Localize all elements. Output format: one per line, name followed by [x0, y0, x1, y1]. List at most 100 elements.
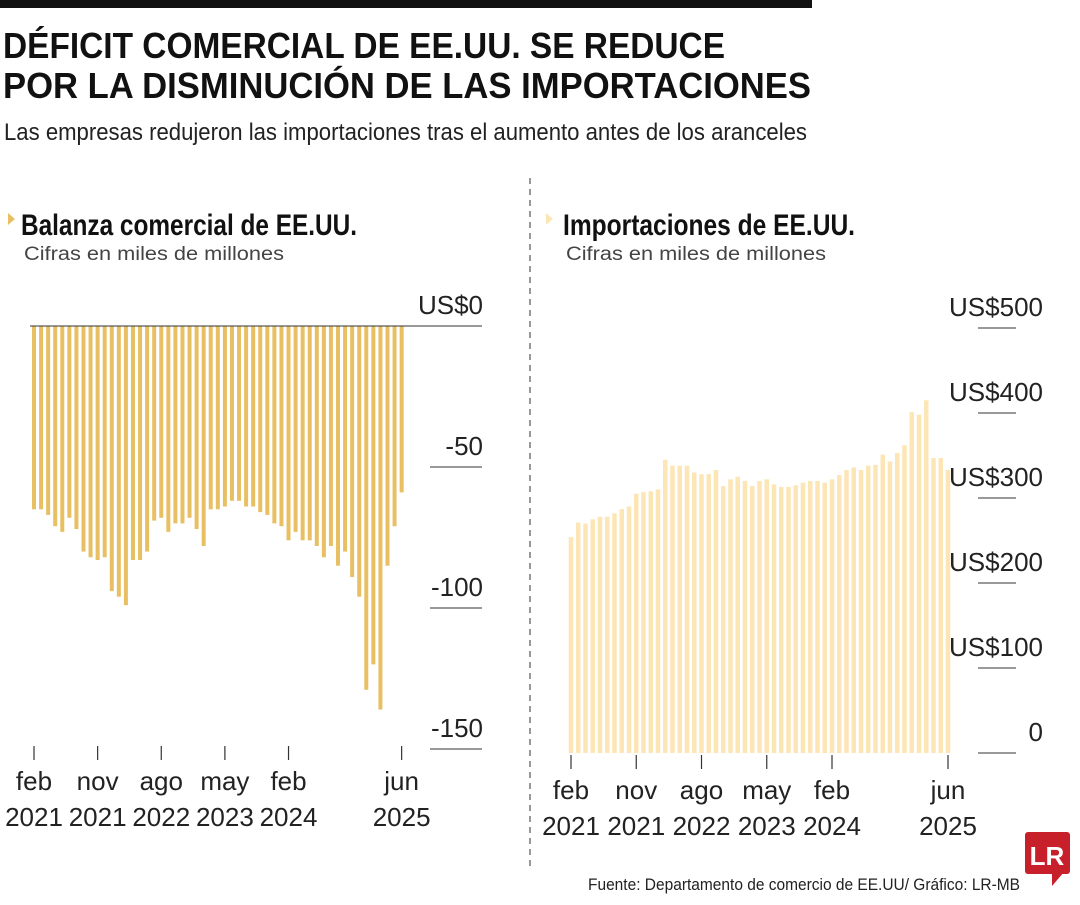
x-tick-month: ago: [140, 766, 183, 796]
bar: [721, 486, 726, 753]
y-tick-label: US$200: [949, 547, 1043, 577]
source-note: Fuente: Departamento de comercio de EE.U…: [588, 875, 1020, 894]
bar: [692, 472, 697, 753]
bar: [612, 513, 617, 753]
logo-text: LR: [1030, 841, 1065, 871]
bar: [293, 326, 298, 532]
bullet-triangle-icon: [8, 213, 15, 225]
x-tick-month: feb: [553, 775, 589, 805]
bar: [916, 414, 922, 753]
bar: [909, 412, 914, 753]
bar: [837, 475, 842, 753]
y-tick-label: 0: [1029, 717, 1043, 747]
bar: [399, 326, 404, 493]
x-tick-year: 2022: [132, 802, 190, 832]
bar: [350, 326, 355, 577]
bar: [321, 326, 326, 558]
x-tick-year: 2021: [69, 802, 127, 832]
right-chart-title: Importaciones de EE.UU.: [563, 209, 855, 242]
bar: [244, 326, 249, 507]
bar: [699, 474, 704, 753]
bar: [931, 458, 936, 753]
bar: [39, 326, 44, 510]
bar: [728, 479, 733, 753]
bar: [750, 486, 755, 753]
bar: [583, 523, 588, 753]
bar: [95, 326, 100, 561]
bar: [670, 465, 675, 753]
bar: [152, 326, 157, 521]
bar: [385, 326, 390, 566]
bar: [815, 481, 820, 753]
bar: [902, 445, 907, 753]
bar: [735, 476, 740, 753]
x-tick-year: 2024: [803, 811, 861, 841]
bar: [123, 326, 128, 606]
y-tick-label: US$400: [949, 377, 1043, 407]
right-chart-unit: Cifras en miles de millones: [566, 244, 826, 265]
bar: [786, 486, 791, 753]
bar: [779, 486, 784, 753]
x-tick-year: 2021: [542, 811, 600, 841]
bar: [844, 469, 849, 753]
title-line-1: DÉFICIT COMERCIAL DE EE.UU. SE REDUCE: [3, 25, 725, 66]
y-tick-label: -100: [431, 572, 483, 602]
y-tick-label: -50: [445, 431, 483, 461]
x-tick-month: feb: [270, 766, 306, 796]
subtitle: Las empresas redujeron las importaciones…: [4, 119, 807, 146]
bar: [590, 519, 595, 753]
bar: [201, 326, 206, 546]
left-chart-title: Balanza comercial de EE.UU.: [21, 209, 357, 242]
x-tick-month: ago: [680, 775, 723, 805]
bar: [684, 465, 690, 753]
bar: [880, 454, 885, 753]
bar: [808, 481, 813, 753]
bar: [180, 326, 185, 524]
bar: [371, 326, 376, 665]
x-tick-month: jun: [930, 775, 966, 805]
bar: [46, 326, 51, 515]
bar: [648, 491, 653, 753]
bar: [822, 482, 827, 753]
x-tick-year: 2021: [5, 802, 63, 832]
bar: [265, 326, 270, 515]
y-tick-label: US$500: [949, 292, 1043, 322]
bar: [641, 492, 646, 753]
bar: [619, 509, 624, 753]
bar: [166, 326, 171, 532]
bar: [237, 326, 242, 501]
bar: [764, 479, 769, 753]
bar: [130, 326, 135, 561]
bar: [194, 326, 199, 530]
bar: [328, 326, 333, 546]
x-tick-month: nov: [77, 766, 119, 796]
bar: [116, 326, 121, 597]
bar: [229, 326, 234, 501]
bar: [757, 481, 762, 753]
x-tick-year: 2023: [196, 802, 254, 832]
bar: [576, 522, 581, 753]
bar: [145, 326, 150, 552]
bar: [60, 326, 65, 532]
bar: [258, 326, 263, 513]
y-tick-label: US$100: [949, 632, 1043, 662]
bar: [74, 326, 79, 530]
bar: [272, 326, 277, 524]
x-tick-month: jun: [383, 766, 419, 796]
x-tick-month: may: [200, 766, 249, 796]
bar: [924, 400, 929, 753]
top-rule: [0, 0, 812, 8]
bar: [378, 326, 383, 710]
bar: [67, 326, 72, 518]
bar: [793, 485, 798, 753]
bar: [858, 469, 864, 753]
bar: [251, 326, 256, 507]
bar: [187, 326, 192, 518]
bar: [800, 482, 806, 753]
bar: [314, 326, 319, 546]
bar: [713, 469, 719, 753]
bar: [829, 479, 835, 753]
bar: [655, 489, 661, 753]
bar: [336, 326, 341, 566]
